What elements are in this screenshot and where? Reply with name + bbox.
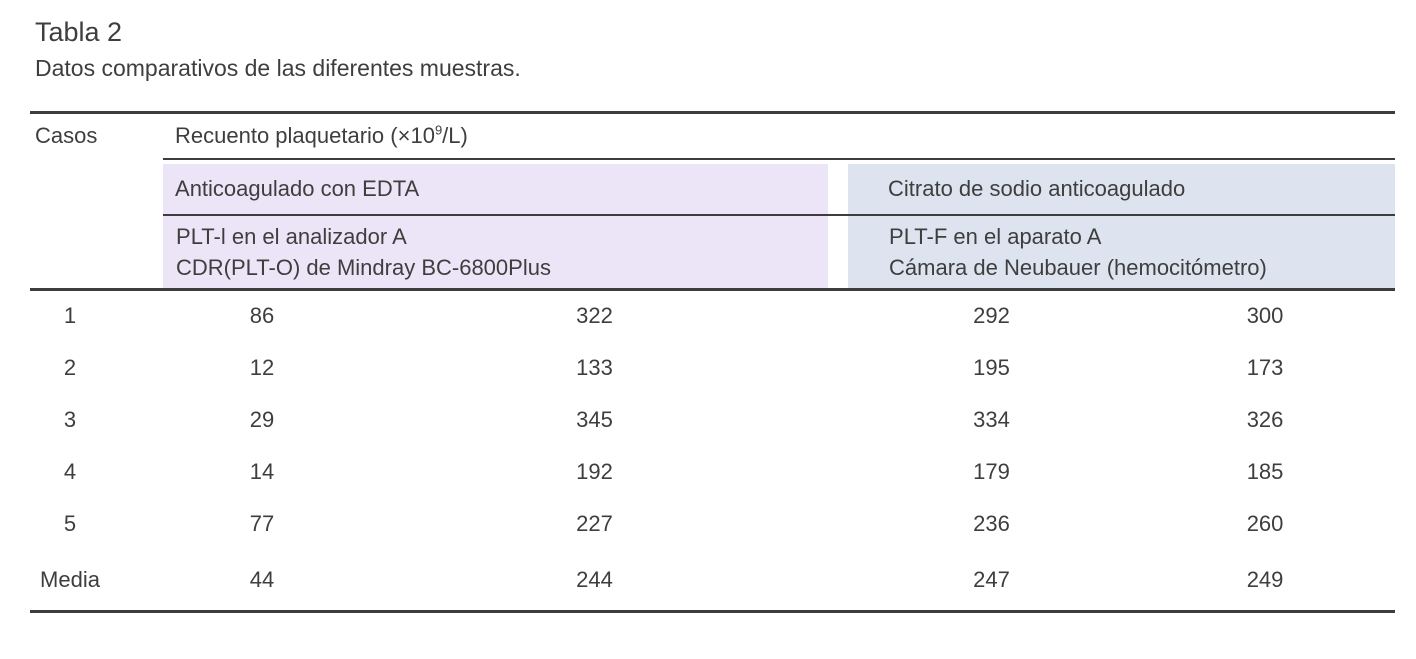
table-caption: Datos comparativos de las diferentes mue… <box>35 55 521 82</box>
header-row: Casos Recuento plaquetario (×109/L) <box>30 111 1396 160</box>
caso-cell: 4 <box>63 458 77 484</box>
citrato-value-1-cell: 195 <box>973 354 1010 380</box>
spacer-cell <box>110 290 163 342</box>
casos-header-label: Casos <box>35 123 98 149</box>
edta-value-2-cell: 345 <box>576 406 613 432</box>
subheader-row: PLT-l en el analizador A CDR(PLT-O) de M… <box>30 214 1396 292</box>
edta-group-header-cell: Anticoagulado con EDTA <box>163 158 829 216</box>
recuento-header-cell: Recuento plaquetario (×109/L) <box>163 111 1396 160</box>
group-header-row: Anticoagulado con EDTA Citrato de sodio … <box>30 158 1396 216</box>
spacer-cell <box>110 549 164 614</box>
edta-value-1-cell: 12 <box>249 354 275 380</box>
citrato-group-label: Citrato de sodio anticoagulado <box>888 175 1186 201</box>
empty-cell <box>30 159 163 215</box>
caso-cell: 1 <box>63 303 77 329</box>
edta-method-line2: CDR(PLT-O) de Mindray BC-6800Plus <box>176 254 551 280</box>
edta-value-1-cell: 44 <box>163 549 362 614</box>
citrato-value-2-cell: 249 <box>1135 549 1396 614</box>
column-gap <box>828 446 848 498</box>
edta-value-2-cell: 244 <box>361 549 829 614</box>
column-gap <box>828 549 849 614</box>
column-gap <box>828 394 848 446</box>
caso-cell: 5 <box>63 510 77 536</box>
spacer-cell <box>110 446 163 498</box>
table-title: Tabla 2 <box>35 17 123 47</box>
edta-method-cell: PLT-l en el analizador A CDR(PLT-O) de M… <box>163 214 829 292</box>
citrato-value-2-cell: 300 <box>1246 303 1284 329</box>
table-row: 4 14 192 179 185 <box>30 446 1395 498</box>
citrato-method-cell: PLT-F en el aparato A Cámara de Neubauer… <box>848 214 1396 292</box>
edta-method-line1: PLT-l en el analizador A <box>176 223 407 249</box>
citrato-value-1-cell: 179 <box>973 458 1010 484</box>
column-gap <box>828 214 849 292</box>
citrato-group-header-cell: Citrato de sodio anticoagulado <box>848 158 1396 216</box>
caso-cell: 2 <box>63 354 77 380</box>
table-row-media: Media 44 244 247 249 <box>30 549 1396 614</box>
column-gap <box>828 342 848 394</box>
citrato-value-2-cell: 326 <box>1246 406 1284 432</box>
spacer-cell <box>110 498 163 550</box>
table-row: 3 29 345 334 326 <box>30 394 1395 446</box>
edta-value-2-cell: 322 <box>576 303 613 329</box>
edta-value-2-cell: 133 <box>576 354 613 380</box>
citrato-method-line1: PLT-F en el aparato A <box>889 223 1102 249</box>
comparison-table: Casos Recuento plaquetario (×109/L) Anti… <box>30 111 1396 614</box>
citrato-value-2-cell: 173 <box>1246 354 1284 380</box>
spacer-cell <box>110 342 163 394</box>
table-row: 1 86 322 292 300 <box>30 290 1395 342</box>
column-gap <box>828 498 848 550</box>
edta-value-1-cell: 14 <box>249 458 275 484</box>
edta-value-1-cell: 86 <box>249 303 275 329</box>
citrato-value-2-cell: 185 <box>1246 458 1284 484</box>
caso-cell: Media <box>30 549 110 614</box>
caso-cell: 3 <box>63 406 77 432</box>
edta-value-2-cell: 227 <box>576 510 613 536</box>
citrato-method-line2: Cámara de Neubauer (hemocitómetro) <box>889 254 1267 280</box>
column-gap <box>828 290 848 342</box>
spacer-cell <box>110 394 163 446</box>
edta-group-label: Anticoagulado con EDTA <box>175 175 420 201</box>
edta-value-2-cell: 192 <box>576 458 613 484</box>
superscript-9: 9 <box>434 122 443 138</box>
table-row: 2 12 133 195 173 <box>30 342 1395 394</box>
table-row: 5 77 227 236 260 <box>30 498 1395 550</box>
recuento-header-label: Recuento plaquetario (×109/L) <box>175 122 468 148</box>
edta-value-1-cell: 77 <box>249 510 275 536</box>
column-gap <box>828 158 849 216</box>
citrato-value-1-cell: 292 <box>973 303 1010 329</box>
citrato-value-1-cell: 334 <box>973 406 1010 432</box>
casos-header-cell: Casos <box>30 111 164 159</box>
table-figure: Tabla 2 Datos comparativos de las difere… <box>30 17 1396 614</box>
empty-cell <box>30 214 164 292</box>
citrato-value-1-cell: 247 <box>848 549 1136 614</box>
citrato-value-2-cell: 260 <box>1246 510 1284 536</box>
edta-value-1-cell: 29 <box>249 406 275 432</box>
citrato-value-1-cell: 236 <box>973 510 1010 536</box>
